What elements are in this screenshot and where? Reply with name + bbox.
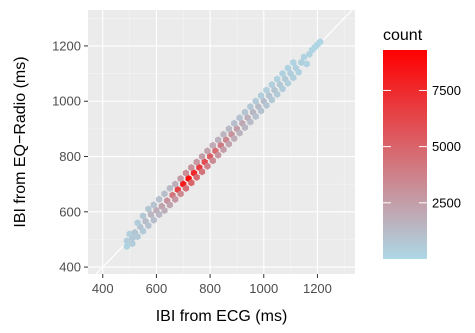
hex-bin xyxy=(193,173,200,181)
hex-bin xyxy=(279,69,286,78)
y-tick-label: 800 xyxy=(59,149,81,164)
hex-bin xyxy=(166,201,173,209)
hex-bins xyxy=(123,38,324,250)
hex-bin xyxy=(252,112,259,121)
hex-bin xyxy=(257,92,265,100)
hex-bin xyxy=(257,107,265,115)
hex-bin xyxy=(182,169,190,177)
hex-bin xyxy=(172,180,179,188)
x-tick-label: 800 xyxy=(199,281,221,296)
hex-bin xyxy=(145,222,152,230)
hex-bin xyxy=(134,219,141,227)
hex-bin xyxy=(317,38,324,46)
hex-bin xyxy=(279,85,286,93)
hex-bin xyxy=(198,168,206,176)
hex-bin xyxy=(172,195,179,203)
hex-bin xyxy=(241,123,249,132)
x-tick-label: 400 xyxy=(92,281,114,296)
hex-bin xyxy=(215,151,222,159)
hex-bin xyxy=(298,58,305,67)
hex-bin xyxy=(204,162,211,170)
x-tick-label: 600 xyxy=(146,281,168,296)
hex-bin xyxy=(123,242,131,250)
hex-bin xyxy=(126,230,133,238)
hex-bin xyxy=(139,212,147,220)
hex-bin xyxy=(225,125,232,133)
legend-ticks: 2500 5000 7500 xyxy=(383,83,461,210)
hex-bin xyxy=(241,108,249,116)
x-tick-label: 1200 xyxy=(303,281,332,296)
hex-bin xyxy=(225,140,232,148)
hex-bin xyxy=(231,134,238,143)
hex-bin xyxy=(161,206,168,215)
legend-colorbar xyxy=(383,50,427,259)
hex-bin xyxy=(252,97,259,105)
hex-bin xyxy=(290,58,297,67)
legend-tick-label: 5000 xyxy=(432,139,461,154)
y-axis-label: IBI from EQ−Radio (ms) xyxy=(12,56,29,227)
hex-bin xyxy=(177,175,184,183)
hex-bin xyxy=(236,114,243,122)
hex-bin xyxy=(295,68,302,76)
legend: count 2500 5000 7500 xyxy=(383,27,461,259)
y-tick-label: 600 xyxy=(59,204,81,219)
hex-bin xyxy=(209,157,216,165)
hex-bin xyxy=(247,103,254,111)
hex-bin xyxy=(220,130,227,138)
hex-bin xyxy=(284,64,292,72)
hex-bin xyxy=(209,141,216,150)
hex-bin xyxy=(303,60,310,68)
hex-bin xyxy=(268,81,275,89)
x-axis-ticks: 400 600 800 1000 1200 xyxy=(92,274,332,296)
y-tick-label: 1200 xyxy=(52,38,81,53)
hex-bin xyxy=(290,74,297,82)
major-gridlines xyxy=(88,10,355,274)
x-tick-label: 1000 xyxy=(249,281,278,296)
hex-bin xyxy=(274,90,281,98)
hex-bin xyxy=(236,129,243,137)
hex-bin xyxy=(300,53,308,61)
hex-bin xyxy=(182,184,190,192)
hex-bin xyxy=(193,158,200,166)
hex-bin xyxy=(188,179,195,187)
hex-bin xyxy=(134,233,141,241)
x-axis-label: IBI from ECG (ms) xyxy=(156,308,288,325)
hex-bin xyxy=(139,227,147,235)
hex-bin xyxy=(166,184,173,192)
hex-bin xyxy=(155,210,163,219)
legend-tick-label: 2500 xyxy=(432,195,461,210)
y-tick-label: 400 xyxy=(59,260,81,275)
hex-bin xyxy=(268,96,275,104)
legend-tick-label: 7500 xyxy=(432,83,461,98)
hex-bin xyxy=(198,152,206,161)
hex-bin xyxy=(188,163,195,172)
hex-bin xyxy=(155,195,163,203)
y-tick-label: 1000 xyxy=(52,94,81,109)
hex-bin xyxy=(215,136,222,144)
legend-title: count xyxy=(383,27,423,44)
hex-bin xyxy=(123,237,131,245)
hex-bin xyxy=(150,216,157,224)
hex-bin xyxy=(274,75,281,83)
hex-bin xyxy=(247,118,254,126)
hex-bin xyxy=(150,201,157,209)
hex-bin xyxy=(263,101,270,109)
hex-bin xyxy=(284,79,292,87)
hex-bin xyxy=(177,190,184,198)
hex-bin xyxy=(231,119,238,127)
y-axis-ticks: 400 600 800 1000 1200 xyxy=(52,38,88,275)
hex-bin xyxy=(220,146,227,154)
hex-bin xyxy=(263,86,270,94)
plot-area xyxy=(88,9,355,275)
hex-bin xyxy=(129,239,136,248)
minor-gridlines xyxy=(88,10,355,274)
hex-bin xyxy=(147,210,155,219)
hex-bin xyxy=(161,190,168,198)
hex-bin xyxy=(204,147,211,155)
hex-bin xyxy=(145,205,152,213)
